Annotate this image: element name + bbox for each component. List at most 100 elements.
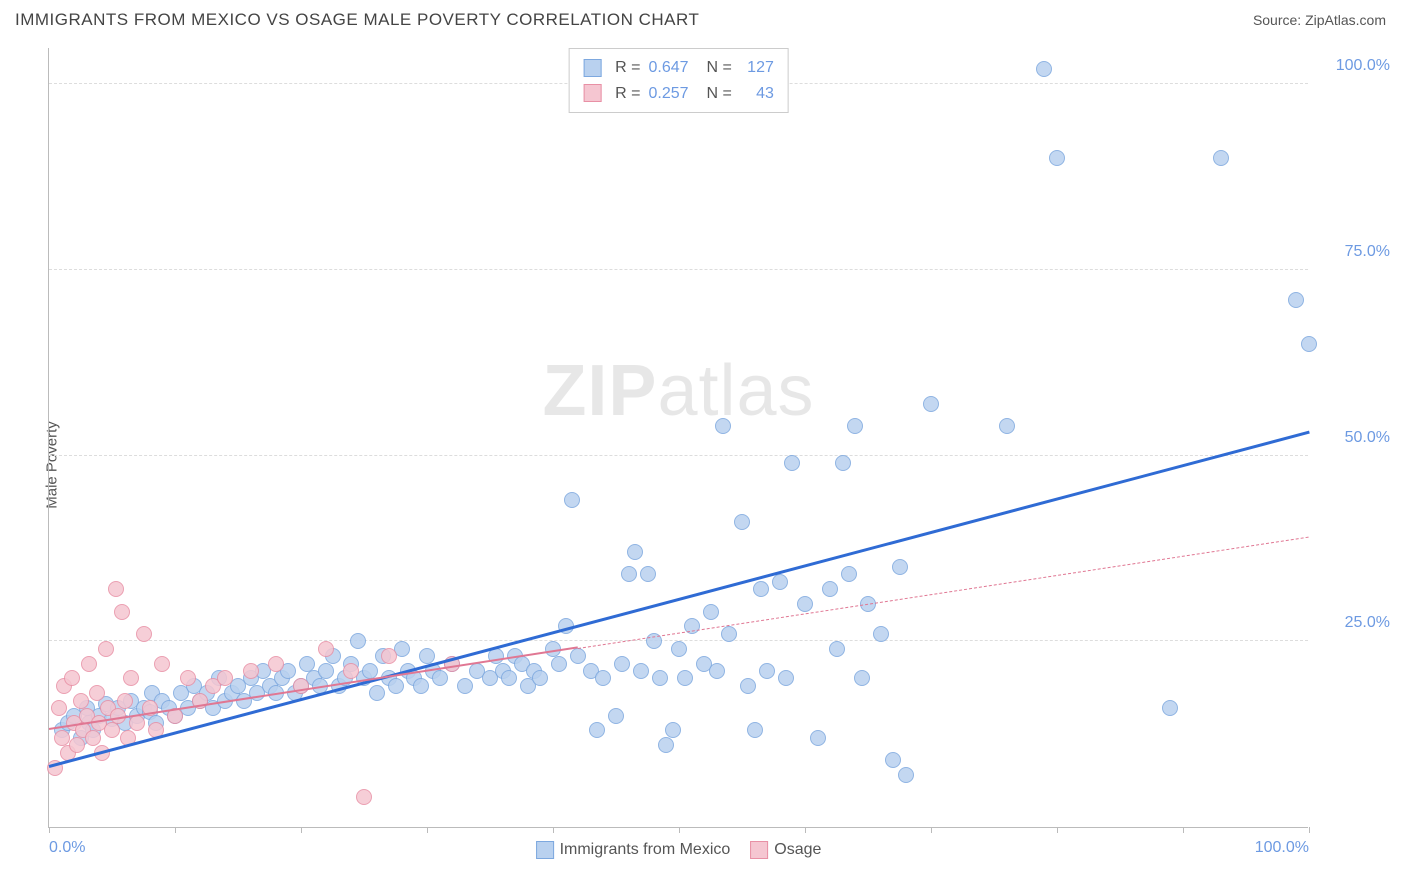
data-point <box>747 722 763 738</box>
data-point <box>847 418 863 434</box>
data-point <box>114 604 130 620</box>
data-point <box>898 767 914 783</box>
data-point <box>419 648 435 664</box>
data-point <box>564 492 580 508</box>
data-point <box>677 670 693 686</box>
data-point <box>381 648 397 664</box>
series-legend: Immigrants from Mexico Osage <box>536 841 822 859</box>
data-point <box>753 581 769 597</box>
data-point <box>810 730 826 746</box>
data-point <box>841 566 857 582</box>
y-tick-label: 50.0% <box>1320 429 1390 447</box>
plot-area: ZIPatlas R = 0.647N = 127R = 0.257N = 43… <box>48 48 1308 828</box>
data-point <box>154 656 170 672</box>
data-point <box>551 656 567 672</box>
x-tick <box>49 827 50 833</box>
data-point <box>81 656 97 672</box>
data-point <box>621 566 637 582</box>
data-point <box>627 544 643 560</box>
x-tick <box>175 827 176 833</box>
chart-title: IMMIGRANTS FROM MEXICO VS OSAGE MALE POV… <box>15 10 699 30</box>
data-point <box>1049 150 1065 166</box>
data-point <box>1301 336 1317 352</box>
data-point <box>369 685 385 701</box>
data-point <box>614 656 630 672</box>
x-tick <box>1309 827 1310 833</box>
data-point <box>759 663 775 679</box>
data-point <box>873 626 889 642</box>
data-point <box>51 700 67 716</box>
data-point <box>640 566 656 582</box>
data-point <box>243 663 259 679</box>
x-tick <box>679 827 680 833</box>
legend-swatch <box>583 59 601 77</box>
data-point <box>180 670 196 686</box>
y-tick-label: 75.0% <box>1320 243 1390 261</box>
data-point <box>923 396 939 412</box>
data-point <box>835 455 851 471</box>
x-tick <box>427 827 428 833</box>
data-point <box>734 514 750 530</box>
data-point <box>457 678 473 694</box>
legend-item: Immigrants from Mexico <box>536 841 731 859</box>
legend-row: R = 0.257N = 43 <box>583 81 774 107</box>
legend-row: R = 0.647N = 127 <box>583 55 774 81</box>
data-point <box>671 641 687 657</box>
data-point <box>784 455 800 471</box>
data-point <box>117 693 133 709</box>
data-point <box>413 678 429 694</box>
data-point <box>1213 150 1229 166</box>
data-point <box>318 663 334 679</box>
x-tick <box>1183 827 1184 833</box>
trend-line <box>578 536 1309 648</box>
x-tick <box>553 827 554 833</box>
data-point <box>136 626 152 642</box>
trend-line <box>49 430 1310 767</box>
y-tick-label: 100.0% <box>1320 57 1390 75</box>
data-point <box>268 656 284 672</box>
data-point <box>104 722 120 738</box>
data-point <box>299 656 315 672</box>
correlation-legend: R = 0.647N = 127R = 0.257N = 43 <box>568 48 789 113</box>
x-tick-label: 100.0% <box>1255 839 1309 857</box>
data-point <box>715 418 731 434</box>
data-point <box>589 722 605 738</box>
data-point <box>318 641 334 657</box>
legend-item: Osage <box>750 841 821 859</box>
data-point <box>532 670 548 686</box>
data-point <box>54 730 70 746</box>
data-point <box>829 641 845 657</box>
data-point <box>570 648 586 664</box>
data-point <box>709 663 725 679</box>
data-point <box>608 708 624 724</box>
data-point <box>703 604 719 620</box>
data-point <box>108 581 124 597</box>
data-point <box>772 574 788 590</box>
x-tick <box>1057 827 1058 833</box>
data-point <box>999 418 1015 434</box>
data-point <box>85 730 101 746</box>
x-tick <box>805 827 806 833</box>
data-point <box>1288 292 1304 308</box>
legend-swatch <box>750 841 768 859</box>
chart-container: Male Poverty ZIPatlas R = 0.647N = 127R … <box>0 40 1406 890</box>
data-point <box>721 626 737 642</box>
data-point <box>388 678 404 694</box>
y-tick-label: 25.0% <box>1320 614 1390 632</box>
gridline <box>49 269 1308 270</box>
data-point <box>633 663 649 679</box>
data-point <box>69 737 85 753</box>
data-point <box>652 670 668 686</box>
gridline <box>49 455 1308 456</box>
data-point <box>89 685 105 701</box>
data-point <box>595 670 611 686</box>
data-point <box>822 581 838 597</box>
data-point <box>797 596 813 612</box>
data-point <box>885 752 901 768</box>
data-point <box>217 670 233 686</box>
data-point <box>343 663 359 679</box>
data-point <box>665 722 681 738</box>
data-point <box>854 670 870 686</box>
data-point <box>350 633 366 649</box>
watermark: ZIPatlas <box>542 350 814 432</box>
